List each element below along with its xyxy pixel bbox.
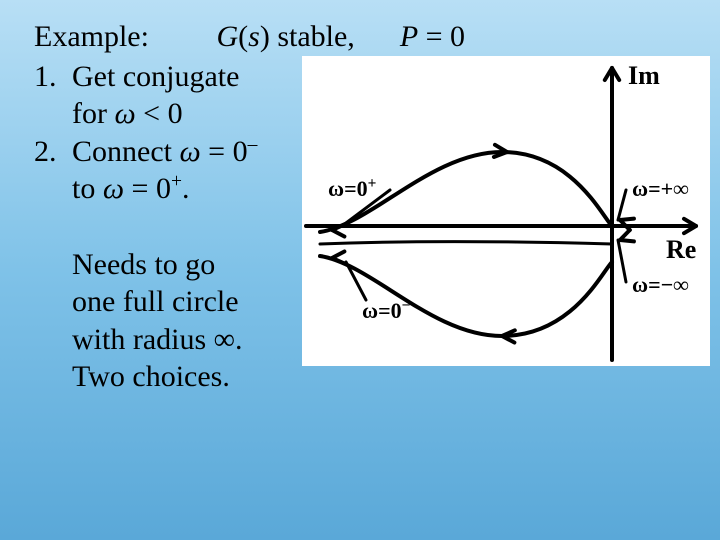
item2-num: 2. [34, 133, 72, 208]
svg-text:ω=+∞: ω=+∞ [632, 176, 689, 201]
sup-minus: – [248, 134, 258, 155]
example-label: Example: [34, 20, 149, 53]
header-line: Example: G(s) stable, P = 0 [34, 18, 720, 56]
svg-text:ω=−∞: ω=−∞ [632, 272, 689, 297]
p-var: P [400, 20, 418, 53]
svg-text:ω=0−: ω=0− [362, 297, 410, 323]
gs-close: ) [260, 20, 270, 53]
svg-text:Re: Re [666, 235, 696, 264]
nyquist-diagram: Im Re ω=0+ ω=0− ω=+∞ ω=−∞ [302, 56, 710, 366]
omega-3: ω [103, 172, 124, 205]
svg-text:ω=0+: ω=0+ [328, 175, 376, 201]
stable-text: stable, [270, 20, 355, 53]
gs-s: s [248, 20, 260, 53]
gs-open: ( [238, 20, 248, 53]
diagram-svg: Im Re ω=0+ ω=0− ω=+∞ ω=−∞ [302, 56, 710, 366]
infinity-symbol: ∞ [214, 323, 235, 356]
gs-g: G [216, 20, 238, 53]
item1-num: 1. [34, 58, 72, 133]
omega-2: ω [179, 135, 200, 168]
svg-text:Im: Im [628, 61, 660, 90]
sup-plus: + [171, 171, 182, 192]
omega-1: ω [114, 97, 135, 130]
p-eq-zero: = 0 [418, 20, 465, 53]
